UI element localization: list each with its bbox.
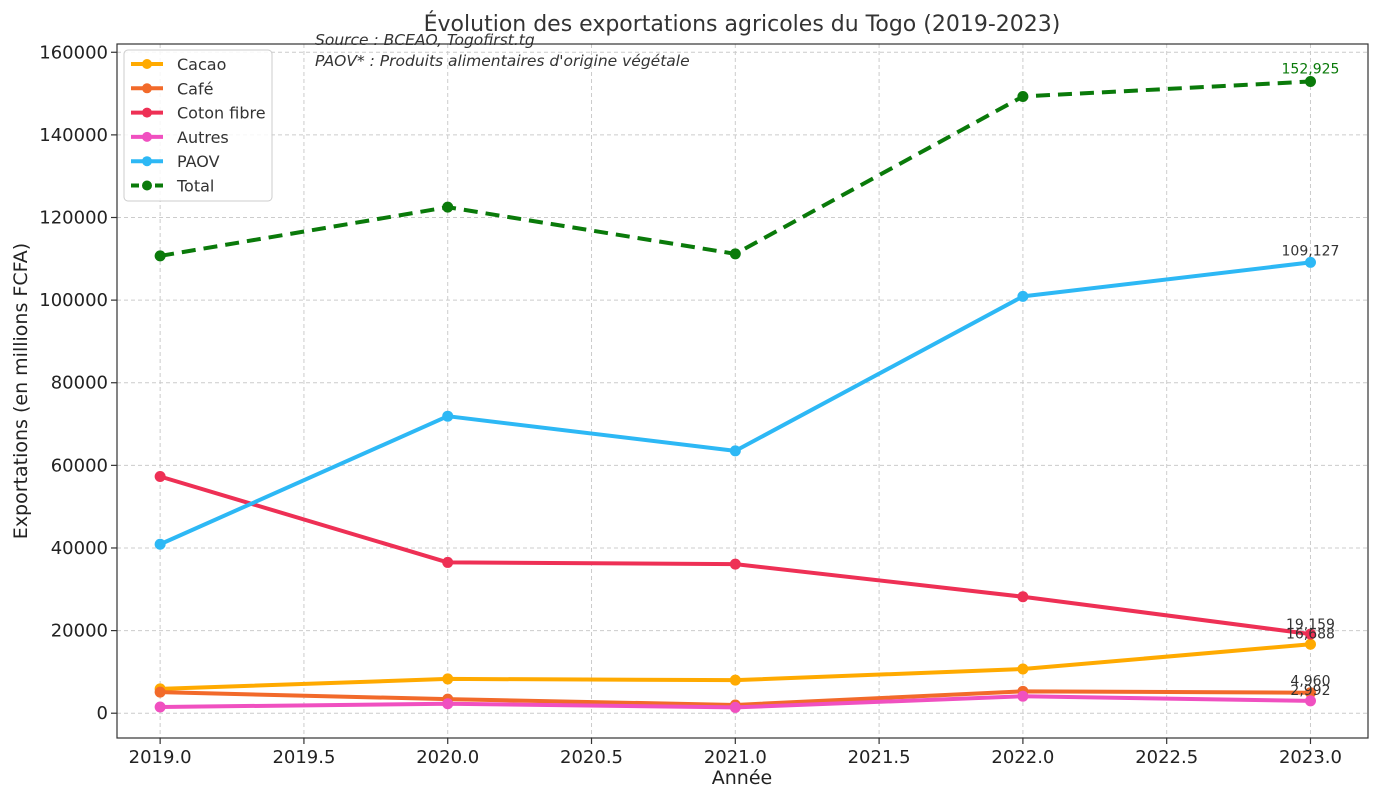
legend-marker [142, 83, 152, 94]
y-axis: 0 20000 40000 60000 80000 100000 120000 140000 1… [39, 42, 117, 724]
series-group [154, 75, 1316, 713]
y-tick-label: 40000 [51, 538, 108, 559]
series-total [154, 75, 1316, 262]
data-point-total [154, 250, 166, 262]
data-point-cafe [1304, 687, 1316, 699]
data-point-autres [154, 701, 166, 713]
data-label-total: 152,925 [1282, 61, 1340, 77]
y-tick-label: 60000 [51, 455, 108, 476]
data-point-cacao [442, 673, 454, 685]
data-label-paov: 109,127 [1282, 243, 1340, 259]
data-point-paov [1304, 256, 1316, 268]
x-tick-label: 2022.5 [1135, 747, 1198, 768]
legend-label: Cacao [177, 55, 226, 74]
x-tick-label: 2019.5 [272, 747, 335, 768]
legend-label: Coton fibre [177, 104, 266, 123]
legend-item-cafe: Café [131, 79, 213, 98]
y-tick-label: 160000 [39, 42, 108, 63]
x-tick-label: 2022.0 [991, 747, 1054, 768]
legend-label: Autres [177, 128, 229, 147]
data-point-cacao [729, 674, 741, 686]
legend-item-coton-fibre: Coton fibre [131, 104, 266, 123]
data-point-total [729, 248, 741, 260]
series-paov [154, 256, 1316, 550]
legend-item-autres: Autres [131, 128, 229, 147]
data-point-total [1017, 90, 1029, 102]
data-point-coton-fibre [1017, 591, 1029, 603]
legend-label: Total [176, 177, 214, 196]
legend-marker [142, 180, 152, 191]
data-labels: 16,688 4,960 19,159 2,992 109,127 152,925 [1282, 61, 1340, 698]
data-label-autres: 2,992 [1290, 683, 1330, 699]
data-point-total [442, 201, 454, 213]
data-point-coton-fibre [729, 558, 741, 570]
legend-item-total: Total [131, 177, 214, 196]
data-point-autres [729, 701, 741, 713]
x-tick-label: 2020.5 [560, 747, 623, 768]
data-label-cacao: 16,688 [1286, 626, 1335, 642]
data-point-paov [1017, 290, 1029, 302]
data-label-coton-fibre: 19,159 [1286, 617, 1335, 633]
y-tick-label: 100000 [39, 290, 108, 311]
data-point-autres [442, 698, 454, 710]
legend-marker [142, 107, 152, 118]
paov-annotation: PAOV* : Produits alimentaires d'origine … [315, 52, 690, 70]
x-axis-label: Année [712, 767, 772, 789]
legend-marker [142, 131, 152, 142]
data-point-autres [1017, 690, 1029, 702]
data-point-coton-fibre [1304, 628, 1316, 640]
x-tick-label: 2021.5 [848, 747, 911, 768]
data-label-cafe: 4,960 [1290, 674, 1330, 690]
plot-frame [116, 43, 1369, 739]
data-point-paov [729, 445, 741, 457]
legend-item-paov: PAOV [131, 152, 220, 171]
grid [117, 44, 1368, 738]
y-tick-label: 0 [97, 703, 108, 724]
legend-marker [142, 59, 152, 69]
y-axis-label: Exportations (en millions FCFA) [10, 243, 32, 539]
y-tick-label: 20000 [51, 621, 108, 642]
data-point-cafe [154, 686, 166, 698]
y-tick-label: 120000 [39, 208, 108, 229]
legend-label: Café [177, 79, 213, 98]
x-axis: 2019.0 2019.5 2020.0 2020.5 2021.0 2021.5 2022… [129, 738, 1342, 768]
x-tick-label: 2021.0 [704, 747, 767, 768]
data-point-autres [1304, 695, 1316, 707]
legend: Cacao Café Coton fibre Autres PAOV Total [123, 49, 273, 202]
x-tick-label: 2020.0 [416, 747, 479, 768]
legend-marker [142, 156, 152, 167]
data-point-total [1304, 75, 1316, 87]
x-tick-label: 2019.0 [129, 747, 192, 768]
y-tick-label: 80000 [51, 373, 108, 394]
x-tick-label: 2023.0 [1279, 747, 1342, 768]
data-point-paov [154, 538, 166, 550]
data-point-cacao [1017, 663, 1029, 675]
data-point-coton-fibre [154, 471, 166, 483]
legend-label: PAOV [177, 152, 220, 171]
legend-item-cacao: Cacao [131, 55, 226, 74]
source-annotation: Source : BCEAO, Togofirst.tg [315, 31, 535, 49]
data-point-paov [442, 410, 454, 422]
y-tick-label: 140000 [39, 125, 108, 146]
series-autres [154, 690, 1316, 713]
series-coton-fibre [154, 471, 1316, 640]
data-point-coton-fibre [442, 556, 454, 568]
data-point-cacao [1304, 638, 1316, 650]
chart-title: Évolution des exportations agricoles du … [424, 11, 1061, 37]
